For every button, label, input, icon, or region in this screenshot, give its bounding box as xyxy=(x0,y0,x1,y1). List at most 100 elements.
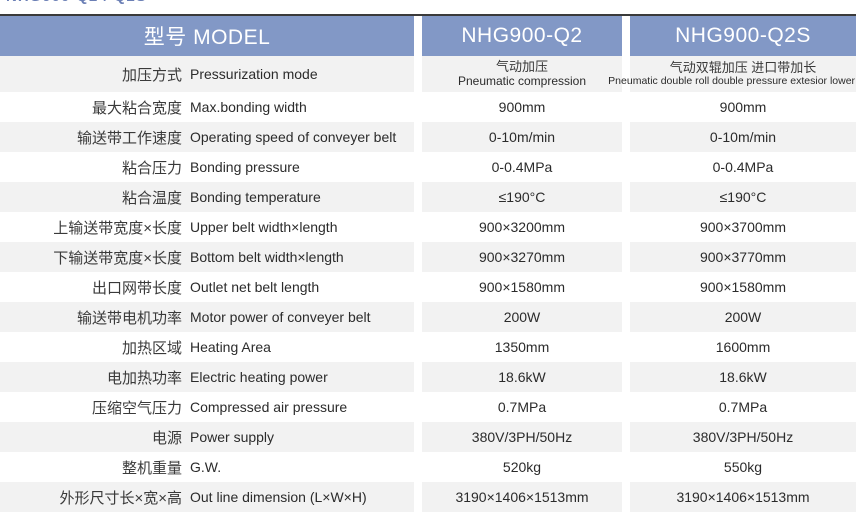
row-label-cn: 整机重量 xyxy=(121,459,182,477)
row-value-model-1-cn: 气动加压 xyxy=(495,58,548,74)
row-label-cn: 上输送带宽度×长度 xyxy=(53,219,182,237)
row-value-model-1: ≤190°C xyxy=(422,182,622,212)
table-row: 外形尺寸长×宽×高 Out line dimension (L×W×H) 3190×… xyxy=(0,482,856,512)
table-header: 型号 MODEL NHG900-Q2 NHG900-Q2S xyxy=(0,16,856,56)
row-label-cn: 输送带电机功率 xyxy=(76,309,182,327)
row-label-en: Max.bonding width xyxy=(190,99,307,115)
row-label-cell: 最大粘合宽度 Max.bonding width xyxy=(0,92,414,122)
column-gap xyxy=(414,56,422,92)
column-gap xyxy=(414,242,422,272)
column-gap xyxy=(622,152,630,182)
column-gap xyxy=(622,182,630,212)
table-row: 电加热功率 Electric heating power 18.6kW 18.6kW xyxy=(0,362,856,392)
header-model-label-en: MODEL xyxy=(193,26,271,49)
row-value-model-1: 900×1580mm xyxy=(422,272,622,302)
row-label-en: Motor power of conveyer belt xyxy=(190,309,371,325)
row-value-model-2: 200W xyxy=(630,302,856,332)
row-label-cell: 加压方式 Pressurization mode xyxy=(0,56,414,92)
column-gap xyxy=(414,482,422,512)
row-label-cell: 电源 Power supply xyxy=(0,422,414,452)
row-label-cell: 外形尺寸长×宽×高 Out line dimension (L×W×H) xyxy=(0,482,414,512)
column-gap xyxy=(414,182,422,212)
row-label-en: Out line dimension (L×W×H) xyxy=(190,489,367,505)
table-row: 上输送带宽度×长度 Upper belt width×length 900×3200… xyxy=(0,212,856,242)
row-label-cn: 加压方式 xyxy=(121,66,182,84)
row-value-model-2-en: Pneumatic double roll double pressure ex… xyxy=(608,75,856,88)
clipped-heading-text: NHG900-Q2 / Q2S xyxy=(6,0,147,5)
row-value-model-2: 18.6kW xyxy=(630,362,856,392)
table-row: 出口网带长度 Outlet net belt length 900×1580mm 90… xyxy=(0,272,856,302)
row-label-cell: 输送带工作速度 Operating speed of conveyer belt xyxy=(0,122,414,152)
row-value-model-1: 18.6kW xyxy=(422,362,622,392)
column-gap xyxy=(414,92,422,122)
table-row: 输送带电机功率 Motor power of conveyer belt 200W 2… xyxy=(0,302,856,332)
row-label-cell: 粘合压力 Bonding pressure xyxy=(0,152,414,182)
column-gap xyxy=(622,422,630,452)
row-label-cn: 输送带工作速度 xyxy=(76,129,182,147)
row-label-cell: 下输送带宽度×长度 Bottom belt width×length xyxy=(0,242,414,272)
row-label-cn: 电源 xyxy=(151,429,182,447)
row-value-model-2: 气动双辊加压 进口带加长 Pneumatic double roll double… xyxy=(608,56,856,92)
row-value-model-1: 520kg xyxy=(422,452,622,482)
column-gap xyxy=(622,482,630,512)
column-gap xyxy=(622,212,630,242)
column-gap xyxy=(414,362,422,392)
clipped-heading-strip: NHG900-Q2 / Q2S xyxy=(0,0,856,14)
row-label-cell: 出口网带长度 Outlet net belt length xyxy=(0,272,414,302)
column-gap xyxy=(622,272,630,302)
header-model-2: NHG900-Q2S xyxy=(630,16,856,56)
column-gap xyxy=(622,242,630,272)
table-row: 压缩空气压力 Compressed air pressure 0.7MPa 0.7MP… xyxy=(0,392,856,422)
row-value-model-2: 900×1580mm xyxy=(630,272,856,302)
table-row: 粘合温度 Bonding temperature ≤190°C ≤190°C xyxy=(0,182,856,212)
row-value-model-1: 0-0.4MPa xyxy=(422,152,622,182)
row-value-model-2: 900mm xyxy=(630,92,856,122)
table-body: 加压方式 Pressurization mode 气动加压 Pneumatic com… xyxy=(0,56,856,512)
row-label-en: Outlet net belt length xyxy=(190,279,320,295)
row-label-cn: 出口网带长度 xyxy=(91,279,182,297)
top-divider-rule xyxy=(0,14,856,16)
row-value-model-2: 1600mm xyxy=(630,332,856,362)
row-value-model-2: 550kg xyxy=(630,452,856,482)
column-gap xyxy=(622,332,630,362)
column-gap xyxy=(622,122,630,152)
row-label-en: Bottom belt width×length xyxy=(190,249,344,265)
row-value-model-2-cn: 气动双辊加压 进口带加长 xyxy=(669,59,817,75)
row-value-model-1: 380V/3PH/50Hz xyxy=(422,422,622,452)
row-label-cn: 加热区域 xyxy=(121,339,182,357)
row-label-cn: 电加热功率 xyxy=(106,369,182,387)
row-label-en: Pressurization mode xyxy=(190,66,318,82)
row-label-cn: 最大粘合宽度 xyxy=(91,99,182,117)
row-value-model-1: 0-10m/min xyxy=(422,122,622,152)
row-value-model-2: 900×3770mm xyxy=(630,242,856,272)
table-row: 加热区域 Heating Area 1350mm 1600mm xyxy=(0,332,856,362)
row-label-cn: 粘合温度 xyxy=(121,189,182,207)
row-label-en: Operating speed of conveyer belt xyxy=(190,129,397,145)
column-gap xyxy=(622,452,630,482)
column-gap xyxy=(414,152,422,182)
column-gap xyxy=(622,302,630,332)
column-gap xyxy=(414,392,422,422)
row-value-model-1-en: Pneumatic compression xyxy=(457,73,587,88)
table-row: 粘合压力 Bonding pressure 0-0.4MPa 0-0.4MPa xyxy=(0,152,856,182)
row-value-model-1: 气动加压 Pneumatic compression xyxy=(422,56,622,92)
specification-table: 型号 MODEL NHG900-Q2 NHG900-Q2S 加压方式 Pressu… xyxy=(0,16,856,512)
row-label-en: Compressed air pressure xyxy=(190,399,348,415)
column-gap xyxy=(414,332,422,362)
row-value-model-2: 0-10m/min xyxy=(630,122,856,152)
header-model-1: NHG900-Q2 xyxy=(422,16,622,56)
column-gap xyxy=(622,56,630,92)
row-label-cell: 电加热功率 Electric heating power xyxy=(0,362,414,392)
row-label-cn: 下输送带宽度×长度 xyxy=(53,249,182,267)
column-gap xyxy=(414,212,422,242)
row-value-model-1: 900×3270mm xyxy=(422,242,622,272)
row-label-en: Bonding pressure xyxy=(190,159,300,175)
row-value-model-2: ≤190°C xyxy=(630,182,856,212)
column-gap xyxy=(622,392,630,422)
row-label-cell: 压缩空气压力 Compressed air pressure xyxy=(0,392,414,422)
row-value-model-1: 200W xyxy=(422,302,622,332)
row-label-cn: 粘合压力 xyxy=(121,159,182,177)
row-label-cell: 上输送带宽度×长度 Upper belt width×length xyxy=(0,212,414,242)
header-model-label-cn: 型号 xyxy=(143,26,187,49)
row-value-model-2: 900×3700mm xyxy=(630,212,856,242)
